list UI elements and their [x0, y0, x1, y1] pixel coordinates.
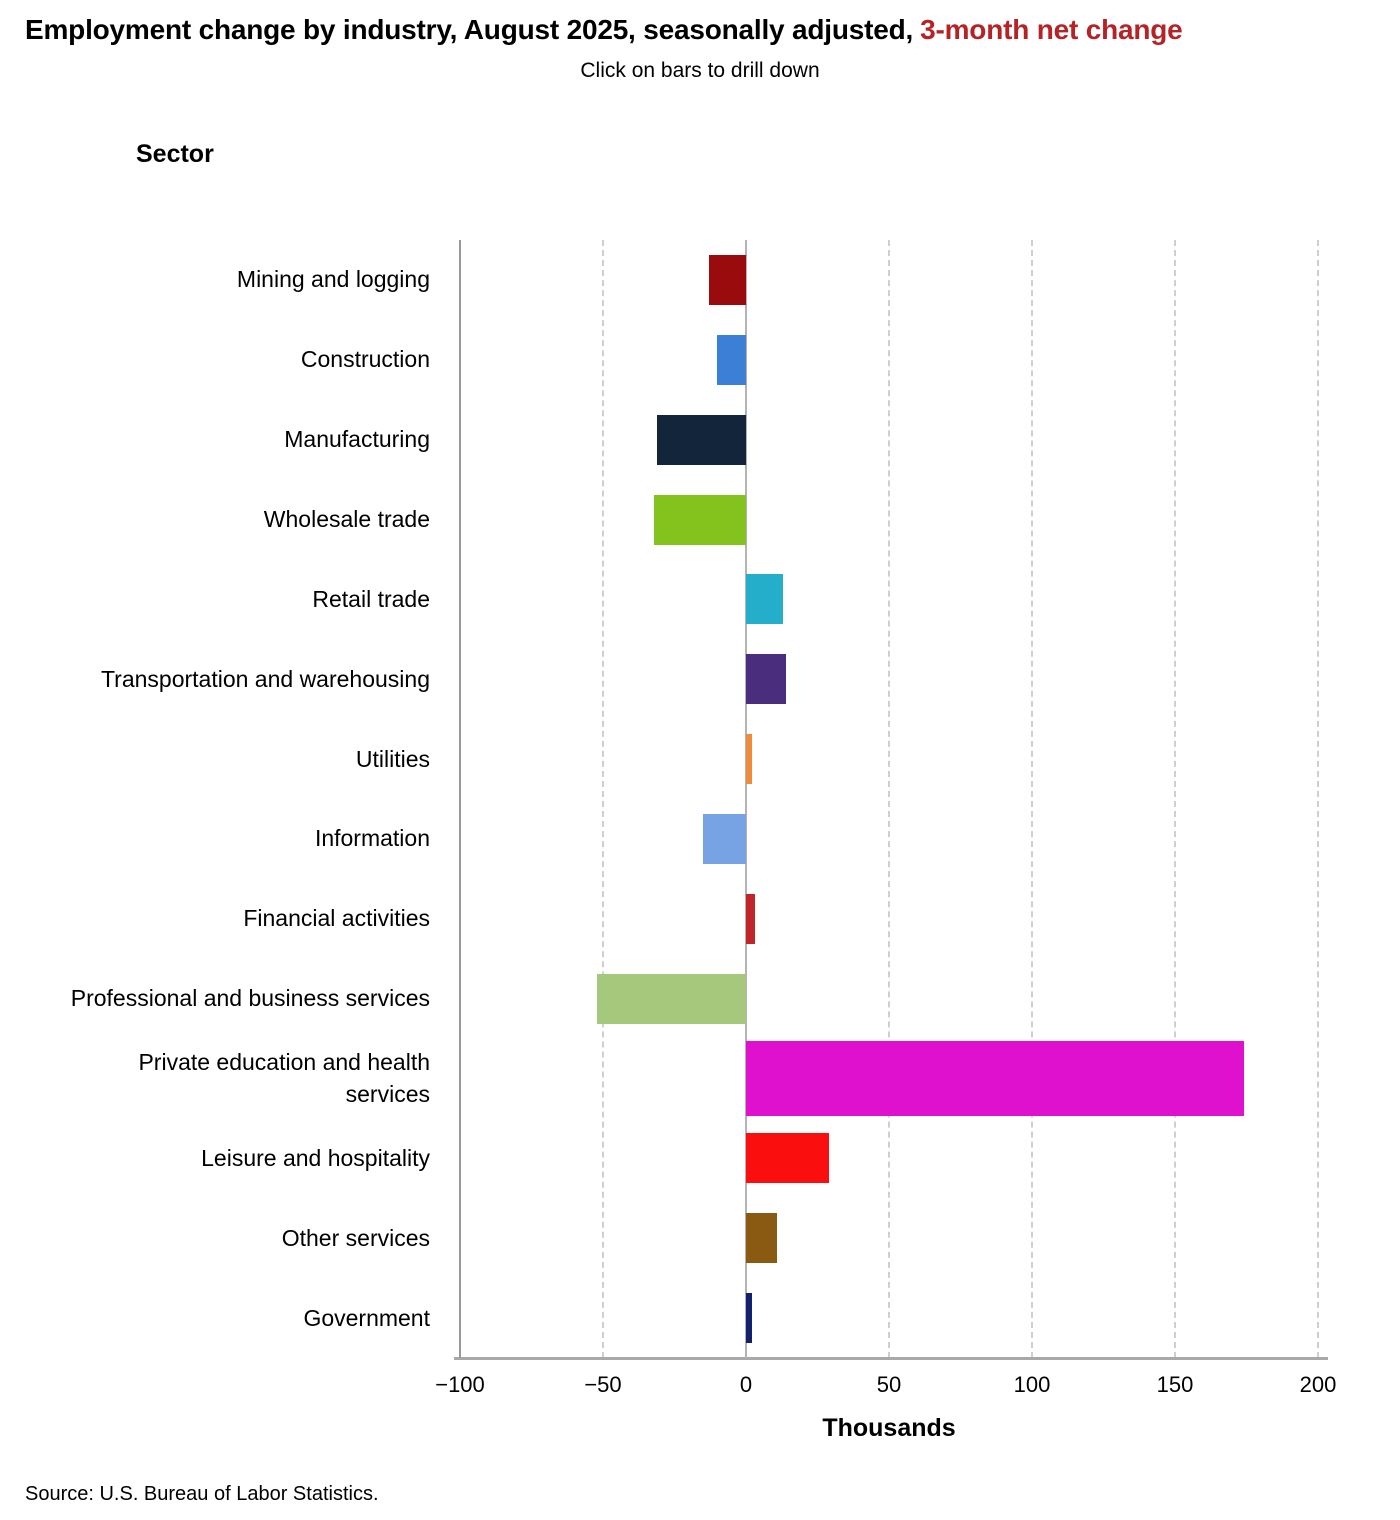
category-label-retail-trade: Retail trade [312, 585, 430, 612]
category-label-wholesale-trade: Wholesale trade [263, 505, 430, 532]
chart-title: Employment change by industry, August 20… [25, 14, 1183, 46]
chart-title-main: Employment change by industry, August 20… [25, 14, 914, 45]
x-tick-150: 150 [1156, 1372, 1194, 1397]
gridline-100 [1031, 240, 1033, 1358]
bar-mining-and-logging[interactable] [708, 254, 746, 305]
bar-leisure-and-hospitality[interactable] [746, 1133, 829, 1184]
category-label-government: Government [303, 1304, 430, 1331]
x-axis-label: Thousands [822, 1414, 956, 1442]
bar-government[interactable] [746, 1293, 752, 1344]
x-tick--50: −50 [584, 1372, 622, 1397]
bar-wholesale-trade[interactable] [654, 494, 746, 545]
chart-title-highlight: 3-month net change [920, 14, 1183, 45]
bar-information[interactable] [703, 813, 746, 864]
bar-other-services[interactable] [746, 1213, 778, 1264]
category-label-other-services: Other services [281, 1224, 430, 1251]
category-label-professional-and-business-services: Professional and business services [70, 985, 430, 1012]
x-tick-200: 200 [1299, 1372, 1337, 1397]
category-label-information: Information [314, 825, 430, 852]
bar-professional-and-business-services[interactable] [597, 973, 746, 1024]
gridline-150 [1174, 240, 1176, 1358]
bar-retail-trade[interactable] [746, 574, 784, 625]
category-label-mining-and-logging: Mining and logging [236, 266, 430, 293]
gridline-50 [888, 240, 890, 1358]
x-tick-100: 100 [1013, 1372, 1051, 1397]
bar-private-education-and-health-services[interactable] [746, 1041, 1244, 1116]
zero-line [745, 240, 747, 1358]
x-tick-50: 50 [876, 1372, 902, 1397]
category-label-construction: Construction [300, 346, 430, 373]
bar-financial-activities[interactable] [746, 893, 755, 944]
category-label-leisure-and-hospitality: Leisure and hospitality [201, 1144, 430, 1171]
category-label-private-education-and-health-services: Private education and health services [138, 1049, 430, 1107]
category-label-transportation-and-warehousing: Transportation and warehousing [100, 665, 430, 692]
plot-area [459, 240, 1319, 1358]
bar-utilities[interactable] [746, 734, 752, 785]
chart-subtitle: Click on bars to drill down [580, 59, 820, 82]
source-note: Source: U.S. Bureau of Labor Statistics. [25, 1483, 379, 1505]
category-label-financial-activities: Financial activities [243, 905, 430, 932]
category-label-utilities: Utilities [355, 745, 430, 772]
gridline--50 [602, 240, 604, 1358]
bar-transportation-and-warehousing[interactable] [746, 654, 787, 705]
bar-manufacturing[interactable] [657, 414, 746, 465]
x-tick--100: −100 [435, 1372, 485, 1397]
y-axis-line [459, 240, 461, 1358]
gridline-200 [1317, 240, 1319, 1358]
x-axis-line [454, 1357, 1328, 1360]
bar-construction[interactable] [717, 334, 746, 385]
x-tick-0: 0 [739, 1372, 753, 1397]
category-label-manufacturing: Manufacturing [284, 426, 430, 453]
sector-axis-header: Sector [136, 140, 214, 168]
